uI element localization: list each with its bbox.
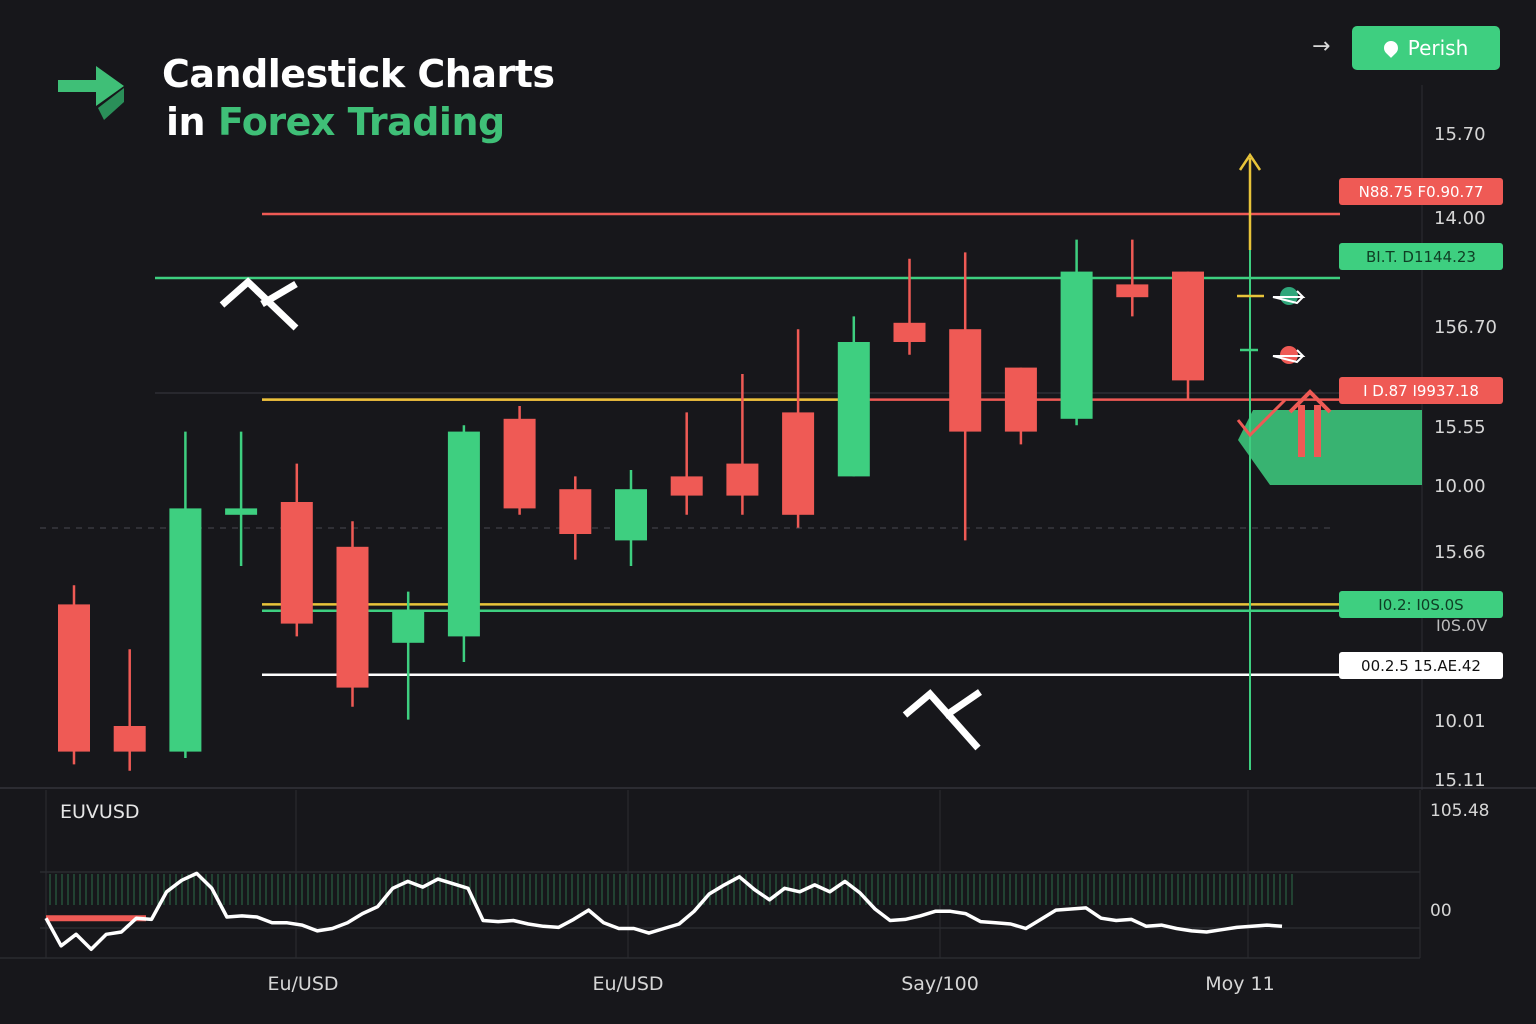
- candle-body-3[interactable]: [169, 508, 202, 752]
- candle-body-21[interactable]: [1172, 271, 1204, 381]
- candle-body-19[interactable]: [1060, 271, 1093, 419]
- indicator-axis-label: 00: [1430, 901, 1452, 921]
- title-prefix: in: [166, 100, 218, 144]
- title-accent: Forex Trading: [217, 100, 505, 144]
- level-tag-label-4: I0.2: I0S.0S: [1378, 596, 1463, 614]
- candle-body-8[interactable]: [447, 431, 480, 637]
- level-tag-5[interactable]: [1339, 652, 1503, 679]
- level-tag-label-5: 00.2.5 15.AE.42: [1361, 657, 1481, 675]
- candle-body-5[interactable]: [280, 502, 313, 624]
- level-tag-label-1: N88.75 F0.90.77: [1359, 183, 1484, 201]
- marker-teal-arrow: [1272, 290, 1306, 305]
- candle-body-20[interactable]: [1116, 284, 1149, 298]
- level-tag-2[interactable]: [1339, 243, 1503, 270]
- candle-body-7[interactable]: [392, 610, 425, 643]
- candle-body-13[interactable]: [726, 463, 759, 496]
- candle-body-18[interactable]: [1004, 367, 1037, 432]
- price-axis-label: 156.70: [1434, 317, 1497, 338]
- publish-button-label: Perish: [1407, 36, 1469, 60]
- logo-arrow-icon: [58, 66, 124, 120]
- price-axis-label: 15.11: [1434, 770, 1486, 791]
- candle-body-1[interactable]: [58, 604, 90, 752]
- candle-body-16[interactable]: [893, 322, 926, 342]
- indicator-x-label: Eu/USD: [267, 973, 338, 995]
- red-arrow-icon: [1288, 389, 1332, 414]
- candle-body-11[interactable]: [615, 489, 647, 541]
- publish-button[interactable]: Perish: [1352, 26, 1500, 70]
- zigzag-icon-right: [902, 689, 981, 751]
- red-pillar-left: [1298, 405, 1305, 457]
- price-axis-label: 15.55: [1434, 417, 1486, 438]
- price-axis-label: 15.70: [1434, 124, 1486, 145]
- candle-body-2[interactable]: [113, 726, 146, 752]
- indicator-x-label: Say/100: [901, 973, 979, 995]
- candle-body-4[interactable]: [225, 508, 258, 515]
- title-line-2: in Forex Trading: [166, 100, 505, 144]
- indicator-label: EUVUSD: [60, 801, 140, 823]
- candle-body-6[interactable]: [336, 546, 369, 688]
- candle-body-14[interactable]: [782, 412, 815, 515]
- indicator-x-label: Eu/USD: [592, 973, 663, 995]
- price-axis-label: 14.00: [1434, 208, 1486, 229]
- level-tag-1[interactable]: [1339, 178, 1503, 205]
- candle-body-10[interactable]: [559, 489, 592, 534]
- level-tag-4[interactable]: [1339, 591, 1503, 618]
- level-tag-label-2: BI.T. D1144.23: [1366, 248, 1476, 266]
- candle-body-12[interactable]: [670, 476, 703, 496]
- level-sublabel: I0S.0V: [1436, 616, 1487, 635]
- candle-body-15[interactable]: [837, 342, 870, 477]
- level-tag-3[interactable]: [1339, 377, 1503, 404]
- marker-red-arrow: [1272, 349, 1306, 364]
- zigzag-icon-right-tail: [943, 689, 982, 719]
- zigzag-icon-left-tail: [260, 280, 298, 308]
- indicator-line: [44, 871, 1283, 952]
- title-line-1: Candlestick Charts: [162, 52, 555, 96]
- zigzag-icon-left: [219, 277, 299, 331]
- green-zone: [1238, 410, 1422, 485]
- red-pillar-right: [1314, 405, 1321, 457]
- check-mark-icon: [1236, 398, 1287, 438]
- candle-body-17[interactable]: [949, 329, 982, 432]
- price-axis-label: 15.66: [1434, 542, 1486, 563]
- up-arrow-icon: [1238, 152, 1262, 171]
- candle-body-9[interactable]: [503, 418, 536, 509]
- pin-icon: [1380, 38, 1401, 58]
- arrow-right-icon[interactable]: →: [1312, 34, 1331, 59]
- price-axis-label: 10.00: [1434, 476, 1486, 497]
- indicator-x-label: Moy 11: [1205, 973, 1274, 995]
- indicator-axis-label: 105.48: [1430, 801, 1489, 821]
- price-axis-label: 10.01: [1434, 711, 1486, 732]
- level-tag-label-3: I D.87 I9937.18: [1363, 382, 1479, 400]
